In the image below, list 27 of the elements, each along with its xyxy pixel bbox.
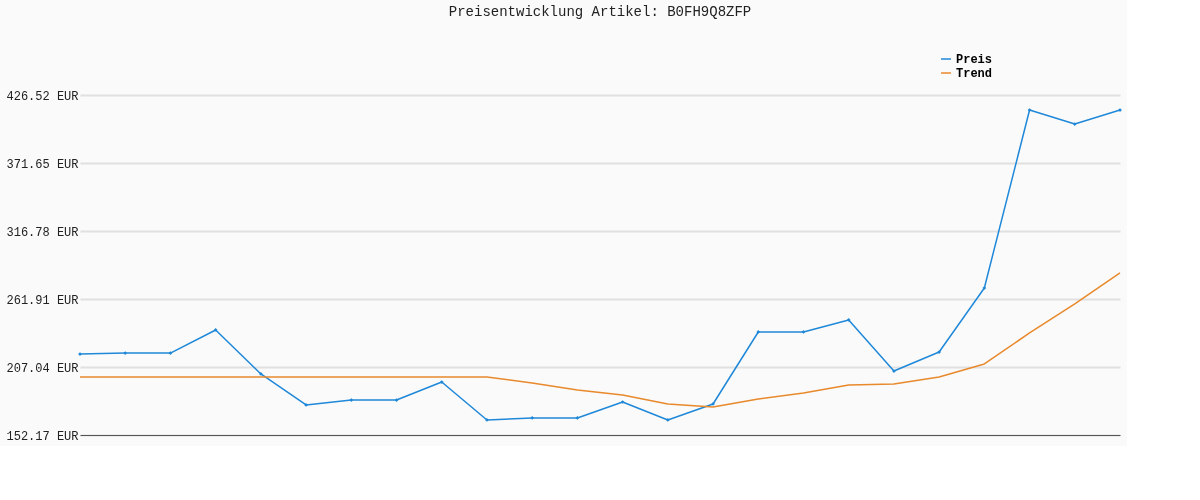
- line-series: [78, 108, 1122, 422]
- point: [1027, 108, 1032, 112]
- y-tick-label: 152.17 EUR: [6, 429, 79, 444]
- y-tick-label: 261.91 EUR: [6, 293, 79, 308]
- point: [665, 418, 670, 422]
- y-tick-label: 426.52 EUR: [6, 89, 79, 104]
- line-series: [79, 272, 1121, 408]
- point: [756, 330, 761, 334]
- y-tick-label: 316.78 EUR: [6, 225, 79, 240]
- legend-label: Preis: [956, 53, 993, 67]
- y-tick-label: 371.65 EUR: [6, 157, 79, 172]
- point: [439, 380, 444, 384]
- point: [394, 398, 399, 402]
- point: [620, 400, 625, 404]
- legend-label: Trend: [956, 67, 993, 81]
- point: [168, 351, 173, 355]
- chart-title: Preisentwicklung Artikel: B0FH9Q8ZFP: [448, 4, 752, 20]
- point: [349, 398, 354, 402]
- point: [846, 318, 851, 322]
- point: [213, 328, 218, 332]
- point: [123, 351, 128, 355]
- point: [801, 330, 806, 334]
- point: [530, 416, 535, 420]
- y-tick-label: 207.04 EUR: [6, 361, 79, 376]
- point: [1072, 122, 1077, 126]
- point: [575, 416, 580, 420]
- point: [982, 286, 987, 290]
